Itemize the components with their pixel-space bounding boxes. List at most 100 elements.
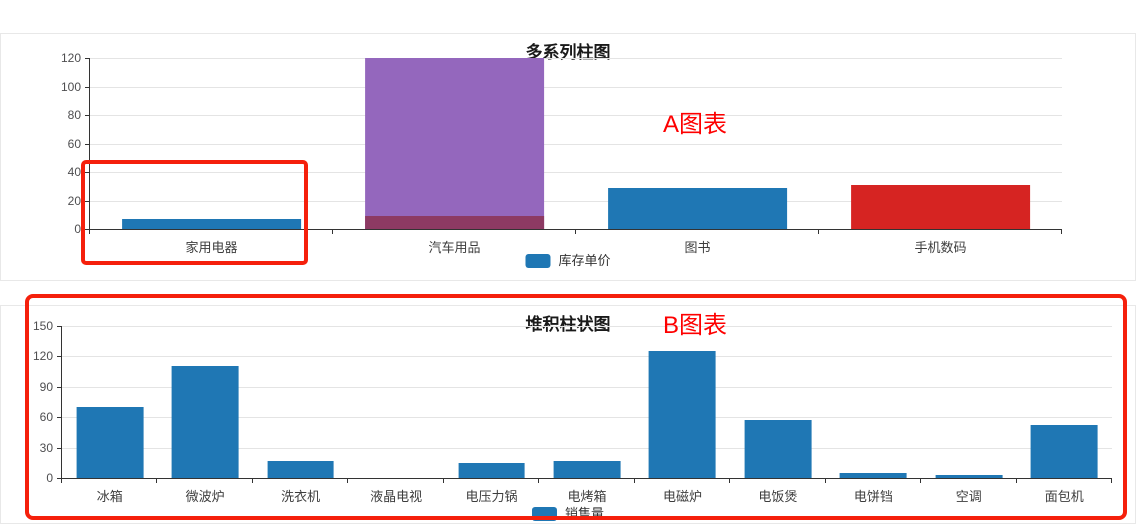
bar-电烤箱[interactable] <box>553 460 621 478</box>
x-axis-tick <box>538 478 540 483</box>
y-axis-label: 40 <box>67 165 81 179</box>
x-axis-label: 电烤箱 <box>567 489 607 504</box>
bar-电磁炉[interactable] <box>649 351 716 478</box>
category-band: 电饭煲 <box>730 326 825 504</box>
category-band: 空调 <box>921 326 1016 504</box>
x-axis-label: 电压力锅 <box>465 489 518 504</box>
y-axis-tick <box>57 356 62 358</box>
x-axis-tick <box>347 478 349 483</box>
bar-电饭煲[interactable] <box>744 420 812 478</box>
x-axis-label: 家用电器 <box>185 240 238 255</box>
category-band: 洗衣机 <box>253 326 348 504</box>
y-axis-tick <box>85 200 90 202</box>
bar-面包机[interactable] <box>1030 425 1098 478</box>
y-axis-label: 120 <box>32 349 53 364</box>
y-axis-tick <box>85 172 90 174</box>
x-axis-label: 电磁炉 <box>662 489 702 504</box>
x-axis-tick <box>633 478 635 483</box>
x-axis-label: 汽车用品 <box>428 240 481 255</box>
legend-swatch-icon <box>531 507 557 521</box>
gridline <box>90 86 1062 88</box>
y-axis-label: 60 <box>39 410 53 425</box>
x-axis-label: 冰箱 <box>96 489 123 504</box>
y-axis-tick <box>57 417 62 419</box>
bar-overlap-汽车用品[interactable] <box>364 216 545 229</box>
category-band: 微波炉 <box>157 326 252 504</box>
category-band: 电磁炉 <box>635 326 730 504</box>
chart-a-legend-item[interactable]: 库存单价 <box>525 253 611 268</box>
bar-微波炉[interactable] <box>171 365 239 478</box>
y-axis-tick <box>57 326 62 327</box>
x-axis-label: 微波炉 <box>185 489 225 504</box>
gridline <box>62 417 1112 419</box>
y-axis-tick <box>57 447 62 449</box>
y-axis-tick <box>85 115 90 117</box>
x-axis-tick <box>824 478 826 483</box>
gridline <box>62 326 1112 327</box>
chart-b-title: 堆积柱状图 <box>525 315 611 334</box>
x-axis-tick <box>89 229 90 234</box>
x-axis-label: 图书 <box>684 240 711 255</box>
category-band: 电饼铛 <box>826 326 921 504</box>
x-axis-tick <box>729 478 731 483</box>
gridline <box>62 356 1112 358</box>
x-axis-tick <box>61 478 62 483</box>
chart-a-title: 多系列柱图 <box>525 43 611 62</box>
y-axis-label: 60 <box>67 136 81 151</box>
bar-电压力锅[interactable] <box>458 462 525 478</box>
y-axis-tick <box>85 229 90 230</box>
x-axis-label: 面包机 <box>1044 489 1084 504</box>
chart-b-plot: 0 30 60 90 120 150 冰箱 微波炉 洗衣机 液晶电视 电压力锅 电烤箱 电磁炉 电饭煲 电饼… <box>33 320 1112 504</box>
gridline <box>90 58 1062 59</box>
category-band: 面包机 <box>1017 326 1112 504</box>
category-band: 冰箱 <box>62 326 157 504</box>
x-axis-tick <box>251 478 253 483</box>
gridline <box>90 143 1062 145</box>
category-band: 液晶电视 <box>348 326 443 504</box>
x-axis-tick <box>1061 229 1062 234</box>
legend-swatch-icon <box>525 254 551 268</box>
bar-洗衣机[interactable] <box>267 460 335 478</box>
x-axis-tick <box>818 229 819 234</box>
bar-手机数码[interactable] <box>850 184 1031 229</box>
category-band: 手机数码 <box>819 58 1062 255</box>
x-axis-label: 洗衣机 <box>281 489 321 504</box>
bar-家用电器[interactable] <box>121 219 302 229</box>
category-band: 家用电器 <box>90 58 333 255</box>
gridline <box>62 447 1112 449</box>
y-axis-label: 0 <box>74 222 81 236</box>
x-axis-tick <box>332 229 333 234</box>
category-band: 电烤箱 <box>539 326 634 504</box>
bar-图书[interactable] <box>607 187 788 229</box>
category-band: 汽车用品 <box>333 58 576 255</box>
x-axis-tick <box>1111 478 1112 483</box>
y-axis-tick <box>85 58 90 59</box>
y-axis-label: 80 <box>67 108 81 122</box>
chart-b-legend-item[interactable]: 销售量 <box>531 506 605 521</box>
x-axis-tick <box>1015 478 1017 483</box>
x-axis-label: 空调 <box>955 489 982 504</box>
y-axis-label: 90 <box>39 379 53 394</box>
legend-label: 库存单价 <box>558 253 611 268</box>
x-axis-label: 电饼铛 <box>853 489 893 504</box>
y-axis-label: 0 <box>46 471 53 485</box>
x-axis-label: 手机数码 <box>914 240 967 255</box>
y-axis-label: 20 <box>67 193 81 208</box>
bar-电饼铛[interactable] <box>839 472 907 478</box>
x-axis-label: 电饭煲 <box>758 489 798 504</box>
bar-冰箱[interactable] <box>76 407 144 478</box>
bar-汽车用品[interactable] <box>364 58 545 229</box>
gridline <box>90 200 1062 202</box>
gridline <box>62 386 1112 388</box>
chart-panel-a: 多系列柱图 0 20 40 60 80 100 120 家用电器 汽车用品 图书 手机数码 库存单价 <box>0 33 1136 281</box>
x-axis-tick <box>442 478 444 483</box>
y-axis-label: 30 <box>39 440 53 455</box>
y-axis-label: 150 <box>32 319 53 333</box>
category-band: 电压力锅 <box>444 326 539 504</box>
chart-a-plot: 0 20 40 60 80 100 120 家用电器 汽车用品 图书 手机数码 <box>61 52 1062 255</box>
y-axis-tick <box>57 386 62 388</box>
legend-label: 销售量 <box>564 506 605 521</box>
bar-空调[interactable] <box>935 474 1003 478</box>
x-axis-label: 液晶电视 <box>370 489 423 504</box>
